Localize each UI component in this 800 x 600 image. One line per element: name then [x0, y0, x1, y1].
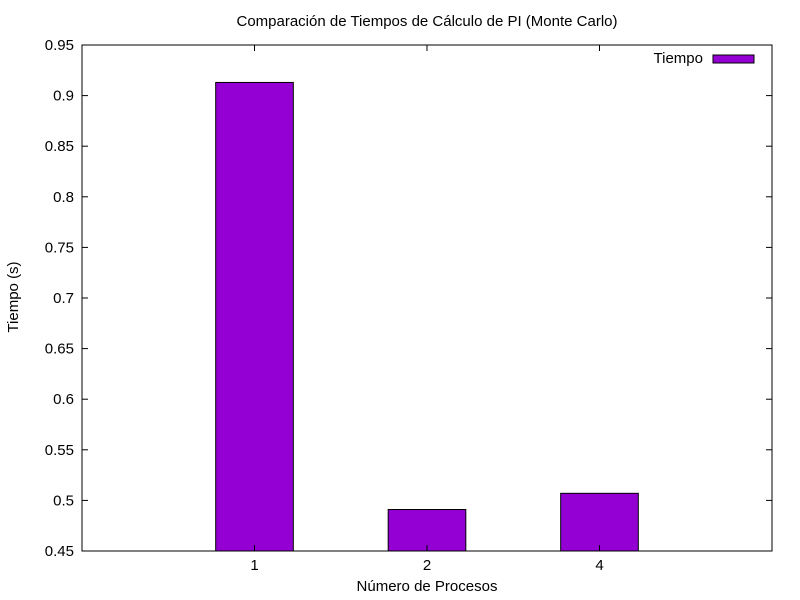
y-tick-label: 0.8	[53, 189, 74, 206]
chart-title: Comparación de Tiempos de Cálculo de PI …	[236, 13, 617, 30]
legend-label-tiempo: Tiempo	[654, 50, 703, 67]
y-tick-label: 0.95	[45, 37, 74, 54]
bar-1	[215, 81, 294, 552]
y-tick-label: 0.65	[45, 341, 74, 358]
y-tick-label: 0.75	[45, 239, 74, 256]
y-tick-label: 0.55	[45, 442, 74, 459]
legend-swatch-tiempo	[712, 54, 755, 64]
ticks-group: 1 2 4 0.45 0.5 0.55 0.6 0.65 0.7 0.75 0.8 0.85 0.9 0.…	[45, 37, 772, 574]
plot-frame	[81, 44, 773, 552]
legend: Tiempo	[654, 50, 755, 67]
y-tick-label: 0.45	[45, 543, 74, 560]
y-axis-label: Tiempo (s)	[5, 261, 22, 332]
x-tick-label: 4	[595, 557, 603, 574]
x-axis-label: Número de Procesos	[357, 578, 498, 595]
y-tick-label: 0.9	[53, 88, 74, 105]
y-tick-label: 0.6	[53, 391, 74, 408]
x-tick-label: 2	[423, 557, 431, 574]
y-tick-label: 0.5	[53, 492, 74, 509]
y-tick-label: 0.85	[45, 138, 74, 155]
bar-2	[387, 509, 467, 552]
bar-4	[560, 492, 639, 552]
bars-group	[215, 81, 639, 552]
x-tick-label: 1	[250, 557, 258, 574]
y-tick-label: 0.7	[53, 290, 74, 307]
